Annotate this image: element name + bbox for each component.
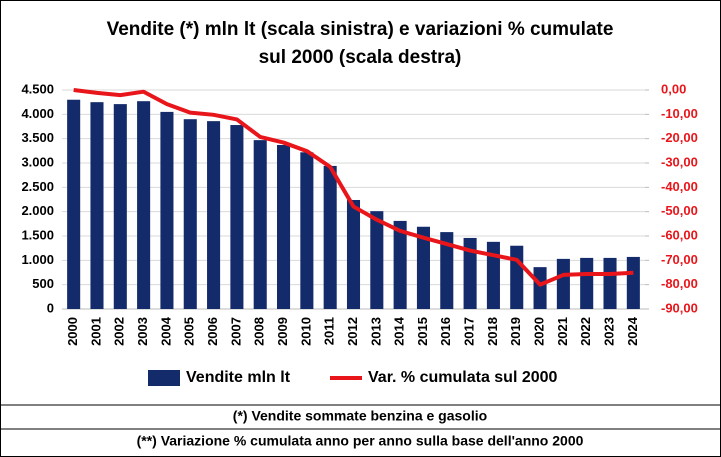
bar [230,125,244,309]
x-tick-label: 2009 [275,317,290,346]
bar [253,140,267,309]
bar [603,257,617,309]
footnote: (*) Vendite sommate benzina e gasolio [233,408,487,424]
x-tick-label: 2012 [345,317,360,346]
y2-tick-label: -90,00 [661,300,698,315]
bar [300,152,314,309]
x-tick-label: 2019 [508,317,523,346]
x-tick-label: 2001 [88,317,103,346]
y-tick-label: 4.000 [21,106,54,121]
x-tick-label: 2002 [112,317,127,346]
bar [207,121,221,309]
bar [277,144,291,309]
x-tick-label: 2011 [322,317,337,345]
x-tick-label: 2014 [392,316,407,346]
x-tick-label: 2013 [368,317,383,346]
bar [137,101,151,310]
x-tick-label: 2000 [65,317,80,346]
x-tick-label: 2016 [438,317,453,346]
y-tick-label: 4.500 [21,81,54,96]
legend-label: Vendite mln lt [186,369,291,386]
y2-tick-label: -50,00 [661,203,698,218]
x-tick-label: 2021 [555,317,570,346]
bar [160,111,174,310]
x-tick-label: 2005 [182,317,197,346]
bar [393,220,407,309]
bar [440,232,454,309]
y-tick-label: 3.000 [21,154,54,169]
legend-swatch [148,370,180,386]
y-tick-label: 3.500 [21,130,54,145]
x-tick-label: 2007 [228,317,243,346]
bar [113,104,127,309]
bar [90,102,104,310]
y2-tick-label: -70,00 [661,252,698,267]
y2-tick-label: -60,00 [661,227,698,242]
chart-title: sul 2000 (scala destra) [259,47,462,68]
x-tick-label: 2023 [601,317,616,346]
bar [346,199,361,309]
footnote: (**) Variazione % cumulata anno per anno… [137,433,584,449]
bar [67,99,81,309]
bar [533,267,547,309]
y2-tick-label: -40,00 [661,179,698,194]
bar [416,226,430,309]
bar [510,245,524,309]
x-tick-label: 2022 [578,317,593,346]
x-tick-label: 2006 [205,317,220,346]
y-tick-label: 2.500 [21,179,54,194]
bar [556,258,570,309]
y2-tick-label: -80,00 [661,276,698,291]
x-tick-label: 2004 [158,316,173,346]
y-tick-label: 2.000 [21,203,54,218]
bar [370,211,384,309]
bar [183,119,197,309]
y2-tick-label: -30,00 [661,154,698,169]
bar [323,165,337,309]
y-tick-label: 1.000 [21,252,54,267]
x-tick-label: 2024 [625,316,640,346]
y-tick-label: 0 [47,300,54,315]
bar [463,237,477,309]
line [73,88,634,287]
legend-label: Var. % cumulata sul 2000 [368,369,558,386]
x-tick-label: 2008 [252,317,267,346]
bar [486,241,500,309]
chart-title: Vendite (*) mln lt (scala sinistra) e va… [107,19,614,40]
y2-tick-label: -20,00 [661,130,698,145]
x-tick-label: 2020 [531,317,546,346]
y2-tick-label: 0,00 [661,81,686,96]
bar [580,257,594,309]
x-tick-label: 2010 [298,317,313,346]
x-tick-label: 2003 [135,317,150,346]
x-tick-label: 2017 [462,317,477,346]
x-tick-label: 2015 [415,317,430,346]
y-tick-label: 500 [32,276,54,291]
y2-tick-label: -10,00 [661,106,698,121]
x-tick-label: 2018 [485,317,500,346]
y-tick-label: 1.500 [21,227,54,242]
bar [626,256,640,309]
